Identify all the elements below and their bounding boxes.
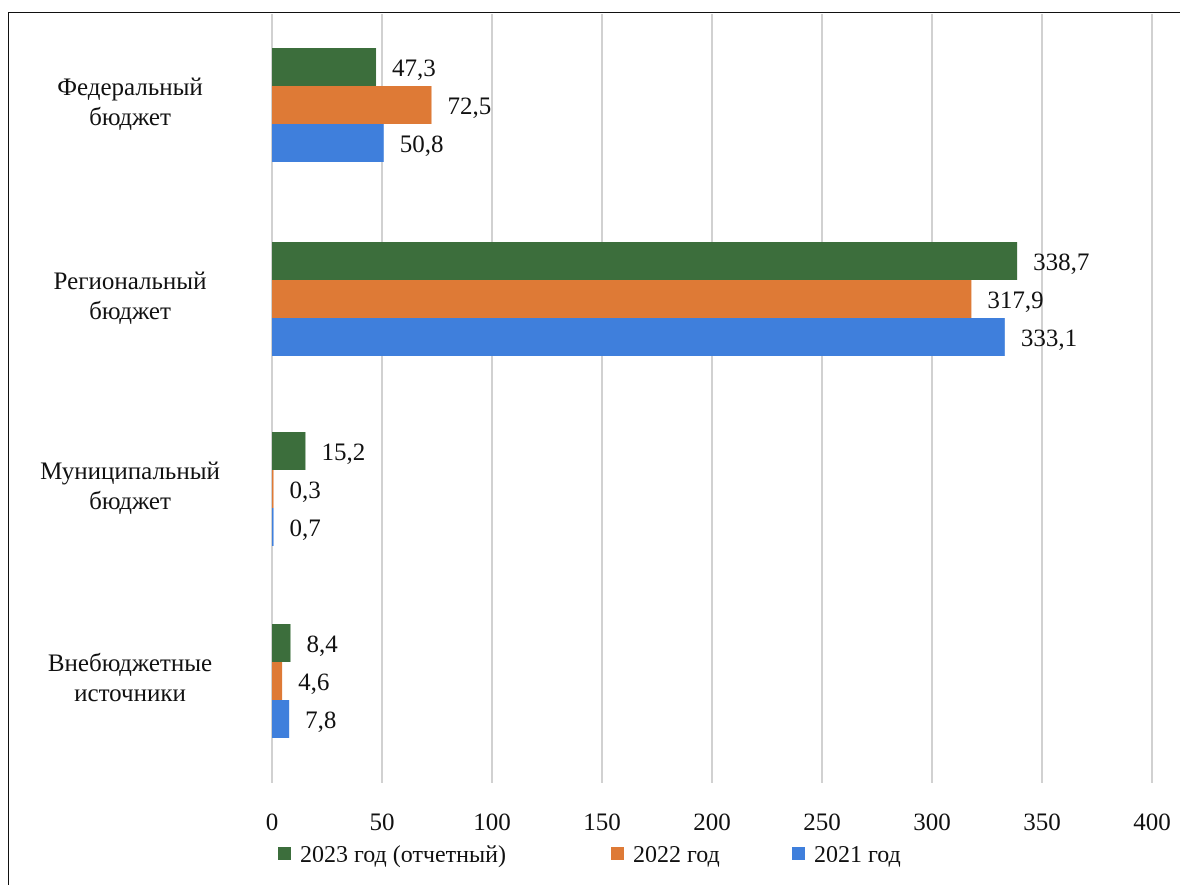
x-tick-label: 150 [583, 809, 621, 836]
category-label: Региональный бюджет [54, 268, 207, 325]
data-label: 47,3 [392, 55, 436, 82]
bar [272, 432, 306, 470]
x-tick-label: 100 [473, 809, 511, 836]
data-label: 50,8 [400, 131, 444, 158]
x-tick-label: 250 [803, 809, 841, 836]
category-label: Муниципальный бюджет [40, 458, 220, 515]
data-label: 72,5 [448, 93, 492, 120]
bar [272, 470, 274, 508]
bar [272, 318, 1005, 356]
data-label: 4,6 [298, 669, 329, 696]
data-label: 0,3 [290, 477, 321, 504]
legend-label: 2023 год (отчетный) [300, 842, 506, 868]
chart-frame [8, 12, 1180, 885]
data-label: 15,2 [321, 439, 365, 466]
bars [272, 48, 1018, 738]
category-label: Федеральный бюджет [57, 74, 203, 131]
bar [272, 662, 283, 700]
data-label: 338,7 [1033, 249, 1089, 276]
data-label: 0,7 [290, 515, 321, 542]
bar [272, 124, 384, 162]
x-tick-label: 350 [1023, 809, 1061, 836]
x-tick-label: 300 [913, 809, 951, 836]
data-labels: 47,3 72,550,8 338,7 317,9 333,1 15,20,3 0,7 8,4… [290, 55, 1090, 734]
bar [272, 86, 432, 124]
data-label: 333,1 [1021, 325, 1077, 352]
legend-swatch [278, 847, 291, 860]
bar [272, 700, 290, 738]
legend: 2023 год (отчетный) 2022 год 2021 год [278, 842, 901, 868]
data-label: 8,4 [306, 631, 338, 658]
category-label: Внебюджетные источники [48, 650, 212, 707]
x-tick-label: 200 [693, 809, 731, 836]
bar [272, 48, 377, 86]
legend-swatch [611, 847, 624, 860]
legend-label: 2022 год [633, 842, 720, 868]
data-label: 7,8 [305, 707, 336, 734]
x-axis-ticks: 0 50 100 150 200 250 300 350 400 [266, 809, 1171, 836]
gridlines [271, 14, 1153, 783]
x-tick-label: 0 [266, 809, 279, 836]
bar [272, 280, 972, 318]
data-label: 317,9 [987, 287, 1043, 314]
bar [272, 624, 291, 662]
x-tick-label: 50 [370, 809, 395, 836]
bar [272, 242, 1018, 280]
category-labels: Федеральный бюджет Региональный бюджет Муниц… [40, 74, 220, 707]
bar [272, 508, 274, 546]
legend-swatch [792, 847, 805, 860]
x-tick-label: 400 [1133, 809, 1171, 836]
legend-label: 2021 год [814, 842, 901, 868]
